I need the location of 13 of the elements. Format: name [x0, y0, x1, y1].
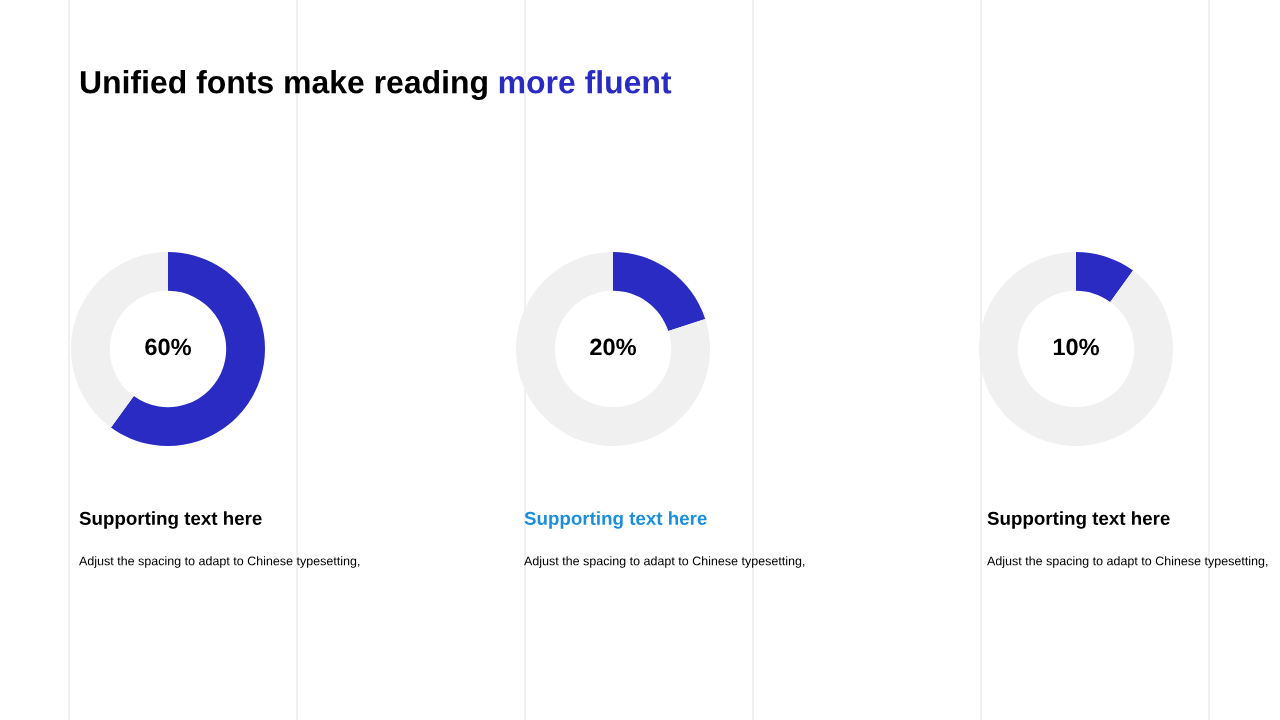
- text: Supporting text here: [79, 511, 262, 529]
- data-label: 10%: [1053, 338, 1100, 356]
- text: Adjust the spacing to adapt to Chinese typesetting,: [987, 556, 1268, 568]
- donut-slice: [613, 252, 706, 332]
- text: Adjust the spacing to adapt to Chinese typesetting,: [524, 556, 805, 568]
- donut-slice: [110, 252, 265, 446]
- text: Unified fonts make reading more fluent: [80, 70, 672, 100]
- data-label: 60%: [145, 338, 192, 356]
- data-label: 20%: [590, 338, 637, 356]
- text: Supporting text here: [987, 511, 1170, 529]
- text: Adjust the spacing to adapt to Chinese typesetting,: [79, 556, 360, 568]
- donut-slice: [1076, 252, 1134, 302]
- text: Supporting text here: [524, 511, 707, 529]
